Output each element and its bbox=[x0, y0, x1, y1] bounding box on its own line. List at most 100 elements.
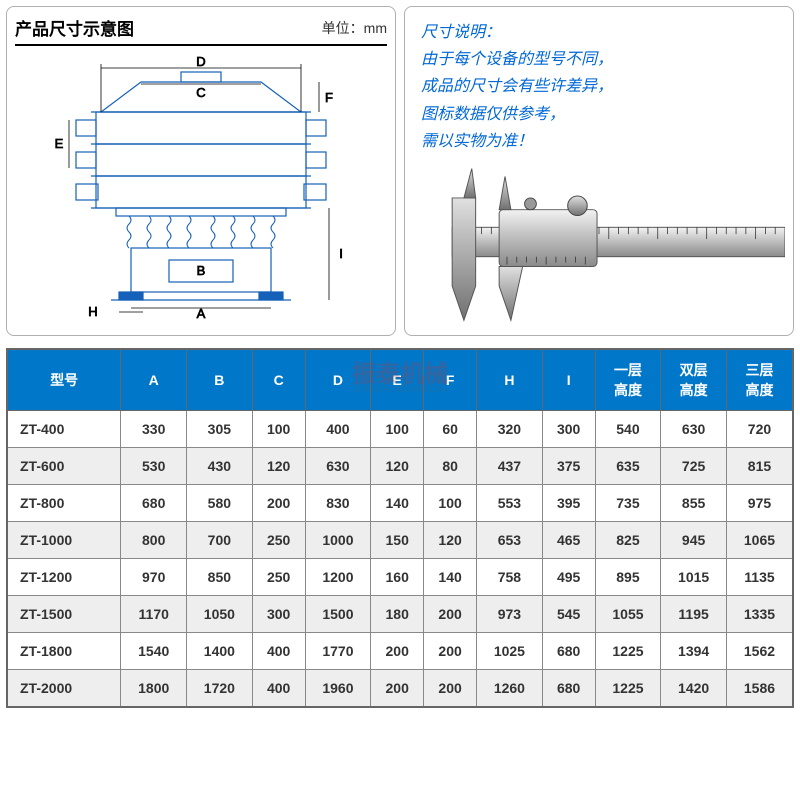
table-cell: 680 bbox=[542, 633, 595, 670]
table-cell: 1770 bbox=[305, 633, 371, 670]
table-cell: 200 bbox=[424, 670, 477, 708]
table-cell: 1394 bbox=[661, 633, 727, 670]
table-cell: 1720 bbox=[187, 670, 253, 708]
caliper-icon bbox=[413, 157, 785, 327]
col-header: H bbox=[477, 349, 543, 411]
table-cell: 700 bbox=[187, 522, 253, 559]
table-cell: 800 bbox=[121, 522, 187, 559]
table-cell: 653 bbox=[477, 522, 543, 559]
table-cell: ZT-1000 bbox=[7, 522, 121, 559]
table-cell: 680 bbox=[542, 670, 595, 708]
label-h: H bbox=[88, 304, 97, 319]
label-a: A bbox=[197, 306, 206, 319]
table-cell: 973 bbox=[477, 596, 543, 633]
table-cell: 545 bbox=[542, 596, 595, 633]
label-c: C bbox=[196, 85, 205, 100]
table-cell: ZT-2000 bbox=[7, 670, 121, 708]
note-line-1: 成品的尺寸会有些许差异， bbox=[421, 73, 777, 100]
table-row: ZT-1000800700250100015012065346582594510… bbox=[7, 522, 793, 559]
table-cell: 1225 bbox=[595, 670, 661, 708]
col-header: 型号 bbox=[7, 349, 121, 411]
table-cell: 580 bbox=[187, 485, 253, 522]
table-row: ZT-1500117010503001500180200973545105511… bbox=[7, 596, 793, 633]
table-cell: 160 bbox=[371, 559, 424, 596]
table-row: ZT-1200970850250120016014075849589510151… bbox=[7, 559, 793, 596]
table-cell: 60 bbox=[424, 411, 477, 448]
table-cell: 100 bbox=[424, 485, 477, 522]
table-cell: 758 bbox=[477, 559, 543, 596]
table-cell: 735 bbox=[595, 485, 661, 522]
note-line-0: 由于每个设备的型号不同， bbox=[421, 46, 777, 73]
table-cell: 1400 bbox=[187, 633, 253, 670]
table-cell: 375 bbox=[542, 448, 595, 485]
col-header: I bbox=[542, 349, 595, 411]
table-cell: 400 bbox=[252, 670, 305, 708]
table-cell: ZT-1800 bbox=[7, 633, 121, 670]
table-cell: 1586 bbox=[726, 670, 793, 708]
table-cell: 395 bbox=[542, 485, 595, 522]
table-cell: 437 bbox=[477, 448, 543, 485]
col-header: B bbox=[187, 349, 253, 411]
table-cell: 945 bbox=[661, 522, 727, 559]
table-cell: 200 bbox=[252, 485, 305, 522]
table-cell: 895 bbox=[595, 559, 661, 596]
table-cell: 1065 bbox=[726, 522, 793, 559]
table-cell: 120 bbox=[371, 448, 424, 485]
table-cell: 300 bbox=[252, 596, 305, 633]
table-cell: 855 bbox=[661, 485, 727, 522]
table-cell: 250 bbox=[252, 559, 305, 596]
label-d: D bbox=[196, 54, 205, 69]
table-cell: 825 bbox=[595, 522, 661, 559]
panel-title: 产品尺寸示意图 bbox=[15, 15, 134, 40]
col-header: D bbox=[305, 349, 371, 411]
table-cell: 495 bbox=[542, 559, 595, 596]
table-cell: 430 bbox=[187, 448, 253, 485]
col-header: 双层高度 bbox=[661, 349, 727, 411]
table-cell: 1562 bbox=[726, 633, 793, 670]
table-cell: 530 bbox=[121, 448, 187, 485]
table-cell: 1540 bbox=[121, 633, 187, 670]
label-b: B bbox=[197, 263, 206, 278]
table-cell: 1225 bbox=[595, 633, 661, 670]
table-cell: 150 bbox=[371, 522, 424, 559]
table-cell: 635 bbox=[595, 448, 661, 485]
table-cell: 305 bbox=[187, 411, 253, 448]
table-cell: 1500 bbox=[305, 596, 371, 633]
table-cell: 120 bbox=[424, 522, 477, 559]
table-row: ZT-60053043012063012080437375635725815 bbox=[7, 448, 793, 485]
table-cell: 140 bbox=[424, 559, 477, 596]
table-cell: 200 bbox=[424, 596, 477, 633]
table-row: ZT-40033030510040010060320300540630720 bbox=[7, 411, 793, 448]
table-cell: 630 bbox=[661, 411, 727, 448]
table-cell: 100 bbox=[252, 411, 305, 448]
table-cell: 1135 bbox=[726, 559, 793, 596]
table-cell: 320 bbox=[477, 411, 543, 448]
table-cell: 1960 bbox=[305, 670, 371, 708]
table-cell: 1025 bbox=[477, 633, 543, 670]
table-cell: 1015 bbox=[661, 559, 727, 596]
table-cell: 553 bbox=[477, 485, 543, 522]
table-cell: 120 bbox=[252, 448, 305, 485]
table-cell: 465 bbox=[542, 522, 595, 559]
table-cell: 180 bbox=[371, 596, 424, 633]
spec-table-wrap: 型号ABCDEFHI一层高度双层高度三层高度 ZT-40033030510040… bbox=[0, 342, 800, 714]
table-cell: 830 bbox=[305, 485, 371, 522]
table-cell: 1050 bbox=[187, 596, 253, 633]
table-cell: 630 bbox=[305, 448, 371, 485]
note-heading: 尺寸说明： bbox=[421, 19, 777, 46]
notes-panel: 尺寸说明： 由于每个设备的型号不同， 成品的尺寸会有些许差异， 图标数据仅供参考… bbox=[404, 6, 794, 336]
table-cell: ZT-1500 bbox=[7, 596, 121, 633]
table-cell: 1200 bbox=[305, 559, 371, 596]
col-header: C bbox=[252, 349, 305, 411]
table-row: ZT-1800154014004001770200200102568012251… bbox=[7, 633, 793, 670]
table-cell: 725 bbox=[661, 448, 727, 485]
title-bar: 产品尺寸示意图 单位：mm bbox=[15, 15, 387, 46]
table-cell: 1420 bbox=[661, 670, 727, 708]
table-cell: 720 bbox=[726, 411, 793, 448]
table-row: ZT-800680580200830140100553395735855975 bbox=[7, 485, 793, 522]
table-cell: 970 bbox=[121, 559, 187, 596]
table-cell: 300 bbox=[542, 411, 595, 448]
table-cell: 200 bbox=[371, 670, 424, 708]
label-i: I bbox=[339, 246, 343, 261]
table-cell: 200 bbox=[424, 633, 477, 670]
